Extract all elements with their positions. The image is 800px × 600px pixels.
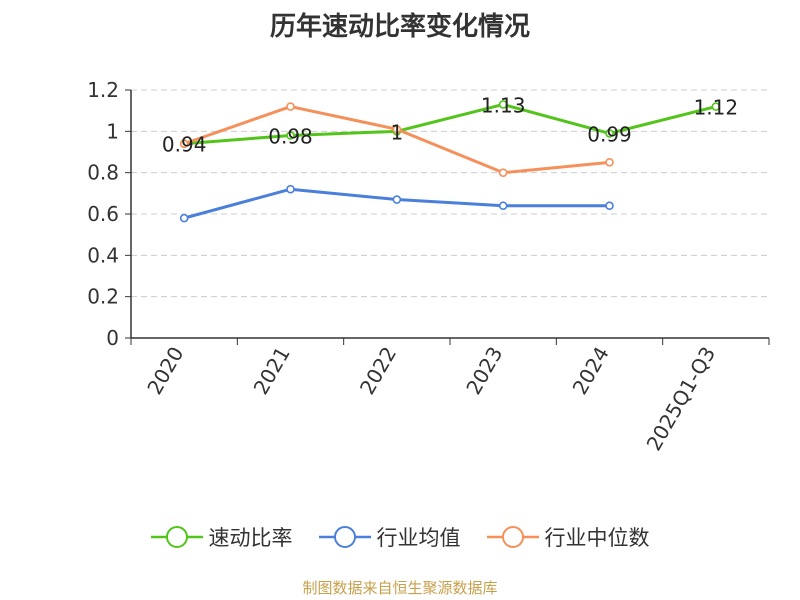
legend-swatch-marker <box>333 526 356 548</box>
y-tick-label: 0.4 <box>87 243 119 267</box>
legend-swatch-marker <box>501 526 524 548</box>
grid-lines <box>131 89 769 298</box>
data-labels: 0.94 0.98 1 1.13 0.99 1.12 <box>162 93 738 156</box>
legend: 速动比率 行业均值 行业中位数 <box>0 520 800 554</box>
y-tick-label: 1 <box>106 119 119 143</box>
data-point <box>498 168 508 177</box>
data-label: 0.99 <box>587 122 632 146</box>
y-tick-label: 1.2 <box>87 78 119 102</box>
data-point <box>605 201 614 211</box>
data-point <box>711 102 721 111</box>
data-label: 1.12 <box>694 96 739 120</box>
legend-swatch-icon <box>486 526 539 548</box>
legend-label: 行业中位数 <box>544 526 650 550</box>
legend-item[interactable]: 行业中位数 <box>486 522 650 552</box>
y-tick-label: 0.6 <box>87 202 119 226</box>
y-tick-label: 0.2 <box>87 285 119 309</box>
data-point <box>392 124 402 134</box>
x-tick-label: 2023 <box>461 342 507 398</box>
x-tick-label: 2022 <box>355 343 401 399</box>
data-point <box>498 100 508 109</box>
series-line <box>184 102 717 146</box>
data-point <box>605 158 614 167</box>
x-tick-label: 2025Q1-Q3 <box>641 343 720 455</box>
data-point <box>286 184 295 194</box>
y-tick-label: 0 <box>106 326 119 350</box>
series-lines <box>179 100 721 223</box>
data-label: 0.94 <box>162 133 207 157</box>
legend-item[interactable]: 速动比率 <box>150 522 293 552</box>
data-point <box>605 129 614 138</box>
legend-label: 行业均值 <box>376 526 461 550</box>
data-point <box>498 201 508 211</box>
x-tick-label: 2021 <box>249 343 295 399</box>
legend-label: 速动比率 <box>208 526 293 550</box>
legend-item[interactable]: 行业均值 <box>318 522 461 552</box>
legend-swatch-icon <box>318 526 371 548</box>
legend-swatch-marker <box>165 526 188 548</box>
data-point <box>286 131 295 140</box>
source-note: 制图数据来自恒生聚源数据库 <box>302 579 498 597</box>
x-tick-label: 2024 <box>568 343 614 399</box>
data-point <box>392 195 402 204</box>
data-label: 0.98 <box>268 124 313 148</box>
x-tick-label: 2020 <box>142 343 188 399</box>
data-label: 1 <box>390 120 403 144</box>
legend-swatch-icon <box>150 526 203 548</box>
data-point <box>286 102 295 111</box>
data-point <box>179 139 189 149</box>
chart-title: 历年速动比率变化情况 <box>269 12 530 42</box>
data-point <box>179 213 189 223</box>
data-label: 1.13 <box>481 93 526 117</box>
y-tick-label: 0.8 <box>87 161 119 185</box>
